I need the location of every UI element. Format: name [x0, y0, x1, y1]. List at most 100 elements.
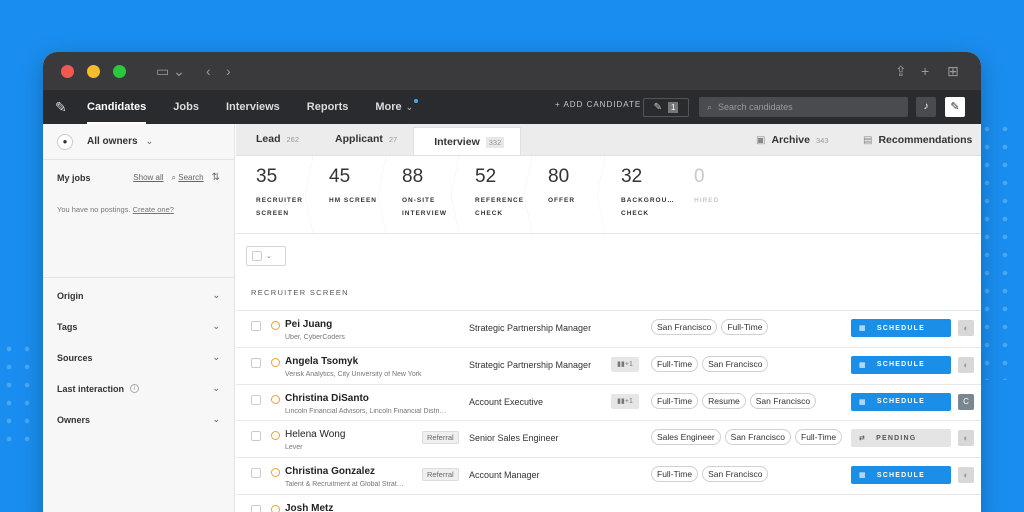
candidate-subtitle: Lincoln Financial Advisors, Lincoln Fina…: [285, 407, 447, 415]
referral-badge: Referral: [422, 468, 459, 482]
candidate-subtitle: Talent & Recruitment at Global Strat…: [285, 481, 404, 489]
tab-overview-icon[interactable]: ⊞: [947, 63, 959, 79]
tag-pill[interactable]: Resume: [702, 392, 746, 409]
nav-tab-jobs[interactable]: Jobs: [173, 101, 199, 113]
tag-pill[interactable]: San Francisco: [702, 355, 769, 372]
archive-tab[interactable]: ▣ Archive 343: [756, 124, 829, 156]
row-checkbox[interactable]: [251, 468, 261, 479]
tag-list: Sales Engineer San Francisco Full-Time: [651, 429, 843, 446]
row-checkbox[interactable]: [251, 321, 261, 331]
filter-tags[interactable]: Tags ⌄: [43, 311, 234, 342]
tag-pill[interactable]: San Francisco: [724, 429, 791, 446]
tag-pill[interactable]: Full-Time: [795, 429, 843, 446]
sidebar-toggle-icon[interactable]: ▭ ⌄: [156, 63, 185, 79]
schedule-button[interactable]: ▦ SCHEDULE: [851, 392, 951, 411]
schedule-button[interactable]: ▦ SCHEDULE: [851, 319, 951, 337]
tag-pill[interactable]: Full-Time: [651, 355, 699, 372]
notes-count-badge: 1: [667, 102, 679, 113]
notes-button[interactable]: ✎ 1: [643, 98, 689, 117]
tag-pill[interactable]: Full-Time: [721, 319, 769, 335]
nav-tab-reports[interactable]: Reports: [306, 101, 349, 113]
pending-button[interactable]: ⇄ PENDING: [851, 429, 951, 448]
forward-icon[interactable]: ›: [226, 63, 231, 79]
candidate-row[interactable]: Christina DiSanto Lincoln Financial Advis…: [236, 383, 981, 421]
funnel-step[interactable]: 32 BACKGROU… CHECK: [601, 156, 674, 233]
candidate-name[interactable]: Helena Wong: [285, 429, 346, 441]
select-all-checkbox[interactable]: [252, 251, 262, 261]
tab-lead[interactable]: Lead 262: [236, 123, 315, 155]
owner-avatar[interactable]: C: [958, 393, 974, 410]
row-checkbox[interactable]: [251, 504, 261, 512]
funnel-step[interactable]: 45 HM SCREEN: [309, 156, 386, 234]
interviewers-badge: ▮▮+1: [611, 393, 639, 409]
tag-pill[interactable]: San Francisco: [651, 319, 718, 335]
candidate-row[interactable]: Angela Tsomyk Verisk Analytics, City Univ…: [236, 346, 981, 384]
funnel-step[interactable]: 52 REFERENCE CHECK: [455, 156, 532, 234]
funnel-count: 32: [621, 166, 643, 187]
nav-tab-more[interactable]: More ⌄: [375, 90, 419, 124]
funnel-step[interactable]: 35 RECRUITER SCREEN: [236, 156, 313, 234]
tag-pill[interactable]: Sales Engineer: [651, 429, 721, 446]
row-checkbox[interactable]: [251, 431, 261, 442]
chevron-down-icon: ⌄: [212, 383, 220, 393]
candidate-name[interactable]: Christina Gonzalez: [285, 466, 376, 478]
tab-applicant-count: 27: [388, 135, 398, 144]
owner-avatar-icon[interactable]: ◐: [958, 320, 974, 336]
row-checkbox[interactable]: [251, 394, 261, 405]
calendar-icon: ▦: [859, 472, 867, 480]
job-title: Account Executive: [469, 396, 544, 407]
funnel-step[interactable]: 80 OFFER: [528, 156, 605, 234]
owner-avatar-icon[interactable]: ◐: [958, 467, 974, 484]
bell-icon[interactable]: ♪: [916, 97, 936, 117]
filter-owners[interactable]: Owners ⌄: [43, 404, 234, 435]
row-checkbox[interactable]: [251, 357, 261, 368]
close-window-button[interactable]: [61, 64, 74, 78]
candidate-name[interactable]: Angela Tsomyk: [285, 355, 359, 367]
filter-sources[interactable]: Sources ⌄: [43, 342, 234, 373]
schedule-label: SCHEDULE: [876, 324, 925, 332]
logo-icon[interactable]: ✎: [55, 99, 67, 115]
funnel-count: 80: [548, 166, 570, 187]
owner-avatar-icon[interactable]: ◐: [958, 356, 974, 373]
funnel-step[interactable]: 0 HIRED: [674, 156, 747, 233]
search-input[interactable]: ⌕ Search candidates: [699, 97, 908, 117]
share-icon[interactable]: ⇪: [895, 63, 907, 79]
tag-pill[interactable]: San Francisco: [702, 466, 769, 483]
tag-pill[interactable]: San Francisco: [749, 392, 817, 409]
funnel-label-line1: REFERENCE: [475, 197, 525, 204]
back-icon[interactable]: ‹: [206, 63, 211, 79]
user-menu-icon[interactable]: ✎: [945, 97, 965, 117]
create-one-link[interactable]: Create one?: [132, 205, 174, 214]
funnel-step[interactable]: 88 ON-SITE INTERVIEW: [382, 156, 459, 234]
filter-last-interaction[interactable]: Last interaction i ⌄: [43, 373, 234, 404]
candidate-row[interactable]: Josh Metz: [236, 493, 981, 512]
filter-origin[interactable]: Origin ⌄: [43, 280, 234, 311]
sort-icon[interactable]: ⇅: [211, 172, 220, 183]
candidate-row[interactable]: Christina Gonzalez Talent & Recruitment a…: [236, 457, 981, 494]
tab-applicant[interactable]: Applicant 27: [315, 123, 413, 155]
candidate-name[interactable]: Christina DiSanto: [285, 392, 369, 404]
minimize-window-button[interactable]: [87, 64, 100, 78]
candidate-row[interactable]: Pei Juang Uber, CyberCoders Strategic Part…: [236, 310, 981, 347]
filter-origin-label: Origin: [57, 290, 84, 301]
tag-pill[interactable]: Full-Time: [651, 466, 699, 483]
candidate-name[interactable]: Josh Metz: [285, 502, 334, 512]
add-candidate-button[interactable]: + ADD CANDIDATE: [555, 100, 642, 109]
schedule-button[interactable]: ▦ SCHEDULE: [851, 355, 951, 374]
recommendations-tab[interactable]: ▤ Recommendations: [863, 124, 972, 156]
maximize-window-button[interactable]: [113, 64, 126, 78]
new-tab-icon[interactable]: +: [921, 63, 930, 79]
show-all-link[interactable]: Show all: [133, 173, 164, 182]
search-jobs-link[interactable]: ⌕ Search: [171, 172, 204, 182]
schedule-button[interactable]: ▦ SCHEDULE: [851, 466, 951, 485]
pencil-icon: ✎: [653, 102, 662, 113]
nav-tab-interviews[interactable]: Interviews: [225, 101, 280, 113]
tag-pill[interactable]: Full-Time: [651, 392, 699, 409]
candidate-row[interactable]: Helena Wong Lever Referral Senior Sales Eng…: [236, 420, 981, 457]
candidate-name[interactable]: Pei Juang: [285, 319, 333, 330]
tab-interview[interactable]: Interview 332: [413, 127, 522, 155]
owners-selector[interactable]: ● All owners ⌄: [43, 124, 234, 160]
nav-tab-candidates[interactable]: Candidates: [87, 90, 147, 124]
bulk-select-dropdown[interactable]: ⌄: [246, 246, 286, 266]
owner-avatar-icon[interactable]: ◐: [958, 430, 974, 447]
